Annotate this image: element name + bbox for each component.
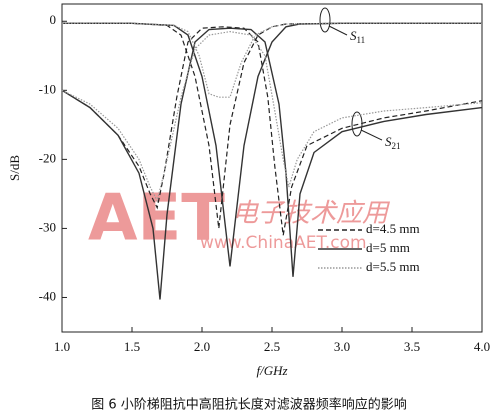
annotation-arrow [360,129,383,141]
x-tick-label: 1.0 [54,339,70,354]
caption: 图 6 小阶梯阻抗中高阻抗长度对滤波器频率响应的影响 [91,397,407,413]
annotation-sub: 11 [357,35,366,45]
x-tick-label: 2.0 [194,339,210,354]
annotation-label: S11 [350,28,365,45]
annotation-s11: S11 [319,7,365,45]
legend-label: d=5 mm [366,240,410,255]
s21-line [61,27,483,300]
x-tick-label: 3.0 [334,339,350,354]
legend-label: d=4.5 mm [366,221,420,236]
annotation-sub: 21 [392,141,401,151]
y-tick-label: -40 [39,288,56,303]
annotation-text: S [385,134,392,149]
x-tick-label: 4.0 [474,339,490,354]
annotation-label: S21 [385,134,401,151]
watermark-cn: 电子技术应用 [232,199,391,229]
y-tick-label: 0 [50,12,57,27]
annotation-ellipse [351,111,363,137]
plot-frame [61,3,483,333]
s21-line [61,30,483,203]
y-axis-label: S/dB [7,155,22,181]
watermark-logo: AET [88,182,225,256]
annotation-arrow [328,25,348,36]
x-tick-label: 2.5 [264,339,280,354]
watermark-url: www.ChinaAET.com [200,233,367,253]
legend-label: d=5.5 mm [366,259,420,274]
annotation-s21: S21 [351,111,401,151]
y-tick-label: -30 [39,219,56,234]
annotation-ellipse [319,7,331,33]
s21-line [61,26,483,236]
y-tick-label: -20 [39,150,56,165]
y-tick-label: -10 [39,81,56,96]
x-axis-label: f/GHz [256,363,287,378]
watermark: AET 电子技术应用 www.ChinaAET.com [88,182,391,256]
annotation-text: S [350,28,357,43]
s11-line [62,22,482,98]
x-tick-label: 3.5 [404,339,420,354]
x-tick-label: 1.5 [124,339,140,354]
